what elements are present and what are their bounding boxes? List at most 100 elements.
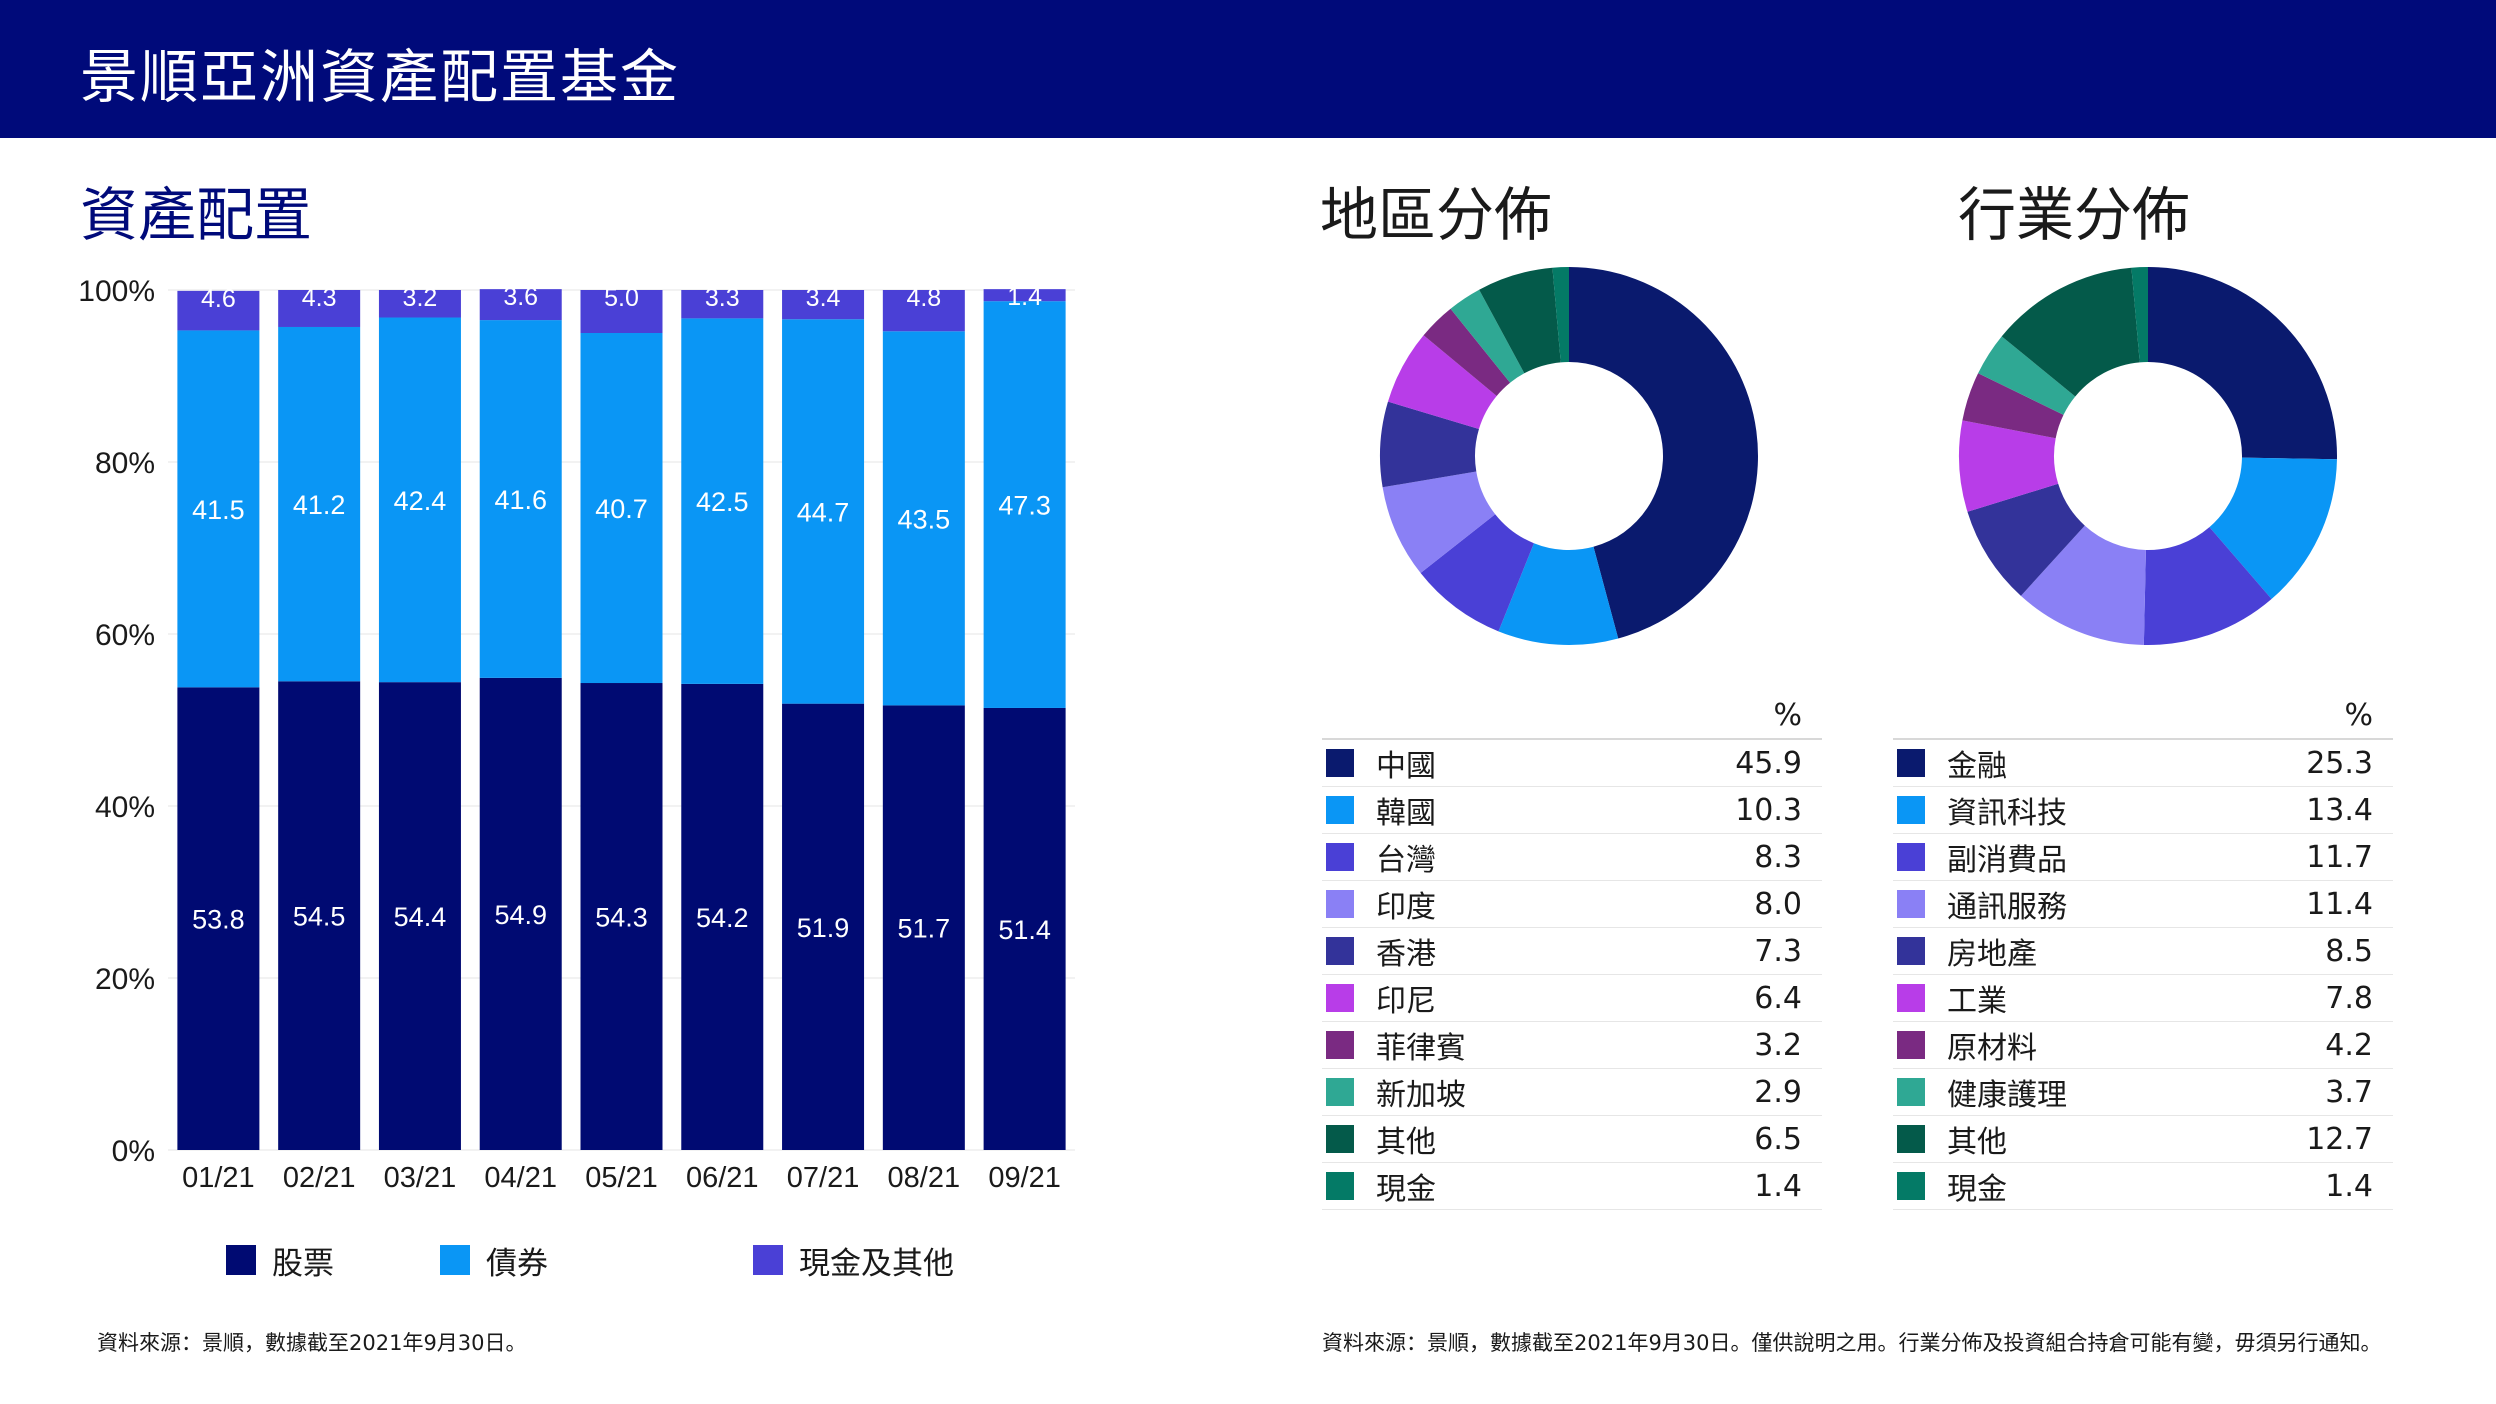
region-table-label: 香港: [1376, 937, 1436, 972]
bar-segment: [177, 330, 260, 688]
bar-segment: [882, 705, 965, 1150]
bar-data-label: 42.5: [696, 487, 749, 517]
sector-table-row: 通訊服務 11.4: [1893, 881, 2393, 928]
region-table-label: 菲律賓: [1376, 1031, 1466, 1066]
bar-data-label: 51.4: [998, 915, 1051, 945]
bar-data-label: 43.5: [898, 504, 951, 534]
bar-segment: [782, 319, 865, 704]
bar-segment: [681, 683, 764, 1150]
legend-item-cash-other: 現金及其他: [753, 1240, 954, 1282]
bar-data-label: 51.9: [797, 913, 850, 943]
fund-title: 景順亞洲資產配置基金: [80, 43, 681, 111]
region-table-swatch: [1326, 1031, 1354, 1059]
bar-segment: [177, 290, 260, 331]
region-table-label: 台灣: [1376, 843, 1436, 878]
sector-table-row: 工業 7.8: [1893, 975, 2393, 1022]
x-tick-label: 02/21: [283, 1162, 356, 1194]
bar-segment: [882, 290, 965, 332]
donut-slice: [1379, 401, 1479, 488]
region-table-row: 台灣 8.3: [1322, 834, 1822, 881]
bar-data-label: 47.3: [998, 491, 1051, 521]
region-table-swatch: [1326, 1078, 1354, 1106]
region-table-row: 菲律賓 3.2: [1322, 1022, 1822, 1069]
sector-table-swatch: [1897, 1125, 1925, 1153]
region-table-unit: %: [1322, 694, 1822, 740]
region-distribution-title: 地區分佈: [1320, 181, 1553, 249]
x-tick-label: 04/21: [484, 1162, 557, 1194]
sector-table-row: 金融 25.3: [1893, 740, 2393, 787]
region-table-swatch: [1326, 843, 1354, 871]
sector-table-label: 現金: [1947, 1172, 2007, 1207]
bar-data-label: 54.2: [696, 903, 749, 933]
x-tick-label: 07/21: [787, 1162, 860, 1194]
source-note-right: 資料來源：景順，數據截至2021年9月30日。僅供說明之用。行業分佈及投資組合持…: [1322, 1331, 2382, 1355]
sector-table-swatch: [1897, 843, 1925, 871]
region-table-value: 8.0: [1754, 886, 1802, 922]
source-note-left: 資料來源：景順，數據截至2021年9月30日。: [97, 1331, 527, 1355]
bar-data-label: 5.0: [604, 284, 639, 312]
bar-data-label: 41.5: [192, 495, 245, 525]
y-tick-label: 60%: [95, 619, 155, 652]
bar-segment: [681, 290, 764, 319]
legend-item-stocks: 股票: [226, 1240, 334, 1282]
bar-segment: [782, 703, 865, 1150]
region-table-label: 現金: [1376, 1172, 1436, 1207]
bar-segment: [983, 289, 1066, 302]
bar-segment: [278, 681, 361, 1150]
bar-segment: [782, 290, 865, 320]
bar-segment: [580, 333, 663, 684]
region-table-row: 中國 45.9: [1322, 740, 1822, 787]
region-table-swatch: [1326, 890, 1354, 918]
sector-table-label: 副消費品: [1947, 843, 2067, 878]
region-table-label: 印度: [1376, 890, 1436, 925]
region-table-label: 韓國: [1376, 796, 1436, 831]
bar-segment: [882, 331, 965, 706]
region-table-swatch: [1326, 937, 1354, 965]
sector-table-value: 1.4: [2325, 1168, 2373, 1204]
bar-data-label: 3.6: [503, 283, 538, 311]
donut-slice: [1962, 373, 2064, 439]
sector-table-value: 7.8: [2325, 980, 2373, 1016]
bar-segment: [479, 677, 562, 1150]
donut-slice: [1569, 267, 1758, 639]
legend-label-cash-other: 現金及其他: [799, 1245, 954, 1282]
region-table-swatch: [1326, 1172, 1354, 1200]
region-table-value: 2.9: [1754, 1074, 1802, 1110]
region-table-swatch: [1326, 984, 1354, 1012]
bar-segment: [479, 289, 562, 321]
sector-table-row: 健康護理 3.7: [1893, 1069, 2393, 1116]
donut-slice: [1978, 336, 2076, 415]
sector-table-unit: %: [1893, 694, 2393, 740]
x-tick-label: 06/21: [686, 1162, 759, 1194]
bar-segment: [378, 290, 461, 318]
region-table-label: 其他: [1376, 1125, 1436, 1160]
region-table-label: 中國: [1376, 749, 1436, 784]
legend-item-bonds: 債券: [440, 1240, 548, 1282]
donut-slice: [1552, 267, 1569, 363]
y-tick-label: 100%: [78, 275, 155, 308]
bar-segment: [177, 687, 260, 1150]
bar-data-label: 4.8: [906, 284, 941, 312]
sector-table-value: 11.7: [2306, 839, 2373, 875]
y-tick-label: 40%: [95, 791, 155, 824]
region-table-value: 1.4: [1754, 1168, 1802, 1204]
bar-data-label: 3.2: [403, 284, 438, 312]
bar-data-label: 41.2: [293, 490, 346, 520]
x-tick-label: 03/21: [384, 1162, 457, 1194]
bar-segment: [983, 301, 1066, 708]
sector-table: % 金融 25.3 資訊科技 13.4 副消費品 11.7 通訊服務 11.4 房地產 8.5 工業…: [1893, 694, 2393, 1210]
donut-slice: [2209, 457, 2337, 600]
bar-segment: [278, 290, 361, 327]
sector-table-swatch: [1897, 937, 1925, 965]
region-table-value: 6.5: [1754, 1121, 1802, 1157]
sector-table-row: 現金 1.4: [1893, 1163, 2393, 1210]
bar-data-label: 44.7: [797, 497, 850, 527]
bar-data-label: 54.9: [494, 900, 547, 930]
donut-slice: [1479, 267, 1561, 374]
bar-data-label: 53.8: [192, 905, 245, 935]
donut-slice: [1423, 308, 1511, 396]
sector-table-row: 資訊科技 13.4: [1893, 787, 2393, 834]
bar-data-label: 1.4: [1007, 283, 1042, 311]
sector-table-label: 金融: [1947, 749, 2007, 784]
